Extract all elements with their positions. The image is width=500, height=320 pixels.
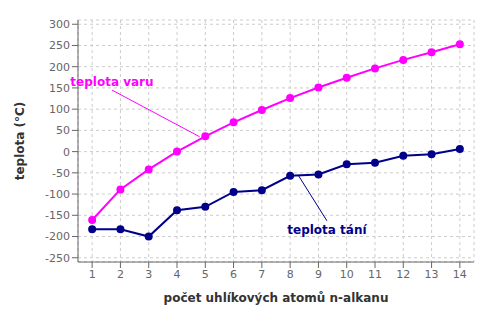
svg-text:100: 100 <box>49 103 70 116</box>
svg-text:14: 14 <box>453 268 467 281</box>
svg-text:-50: -50 <box>52 167 70 180</box>
svg-text:teplota varu: teplota varu <box>70 75 153 89</box>
svg-text:teplota (°C): teplota (°C) <box>13 102 27 181</box>
svg-text:-150: -150 <box>45 209 70 222</box>
svg-text:300: 300 <box>49 18 70 31</box>
svg-text:8: 8 <box>287 268 294 281</box>
svg-text:-200: -200 <box>45 230 70 243</box>
svg-text:0: 0 <box>63 146 70 159</box>
svg-text:počet uhlíkových atomů n-alkan: počet uhlíkových atomů n-alkanu <box>164 291 389 305</box>
svg-text:150: 150 <box>49 82 70 95</box>
svg-text:3: 3 <box>145 268 152 281</box>
svg-text:7: 7 <box>258 268 265 281</box>
svg-text:teplota tání: teplota tání <box>287 223 367 237</box>
svg-text:5: 5 <box>202 268 209 281</box>
svg-text:250: 250 <box>49 39 70 52</box>
svg-text:11: 11 <box>368 268 382 281</box>
svg-text:9: 9 <box>315 268 322 281</box>
svg-text:12: 12 <box>396 268 410 281</box>
svg-text:4: 4 <box>174 268 181 281</box>
svg-text:13: 13 <box>425 268 439 281</box>
svg-text:50: 50 <box>56 124 70 137</box>
svg-text:200: 200 <box>49 61 70 74</box>
svg-text:10: 10 <box>340 268 354 281</box>
svg-text:-250: -250 <box>45 252 70 265</box>
svg-text:-100: -100 <box>45 188 70 201</box>
svg-text:6: 6 <box>230 268 237 281</box>
svg-text:2: 2 <box>117 268 124 281</box>
svg-text:1: 1 <box>89 268 96 281</box>
